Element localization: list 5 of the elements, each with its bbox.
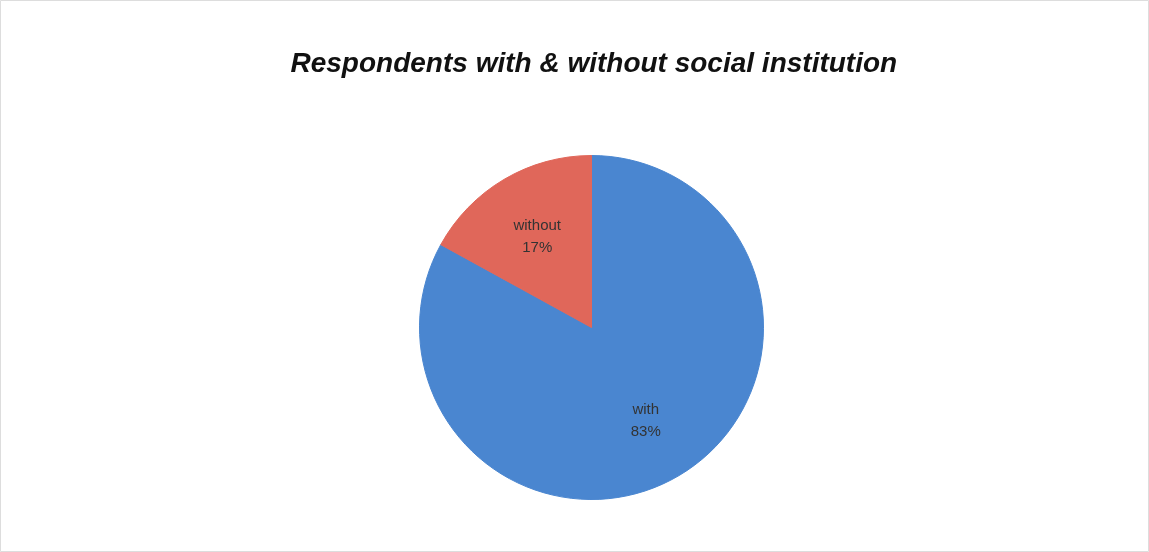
data-label: 83% <box>630 421 661 439</box>
chart-title: Respondents with & without social institution <box>290 47 898 78</box>
data-label: 17% <box>522 238 553 256</box>
slice-label: with <box>631 399 660 417</box>
slice-label: without <box>512 216 562 234</box>
